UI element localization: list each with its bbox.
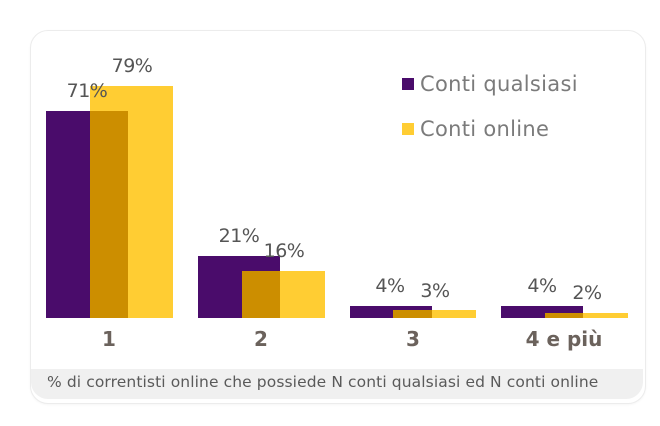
bar-conti-online-4 <box>545 313 628 318</box>
x-label-2: 2 <box>254 327 268 351</box>
x-label-3: 3 <box>406 327 420 351</box>
value-label-qualsiasi-3: 4% <box>375 275 405 297</box>
bar-overlap-1 <box>90 111 128 318</box>
x-label-4: 4 e più <box>525 327 603 351</box>
value-label-qualsiasi-2: 21% <box>218 225 260 247</box>
value-label-qualsiasi-4: 4% <box>527 275 557 297</box>
legend-item-conti-qualsiasi: Conti qualsiasi <box>402 72 578 96</box>
legend-item-conti-online: Conti online <box>402 117 549 141</box>
bar-overlap-3 <box>393 310 432 318</box>
legend-swatch-yellow-icon <box>402 123 414 135</box>
x-label-1: 1 <box>102 327 116 351</box>
legend-label: Conti qualsiasi <box>420 72 578 96</box>
bar-conti-online-3 <box>393 310 476 318</box>
value-label-qualsiasi-1: 71% <box>66 80 108 102</box>
value-label-online-2: 16% <box>263 240 305 262</box>
bar-overlap-4 <box>545 313 583 318</box>
bar-overlap-2 <box>242 271 280 318</box>
legend-swatch-purple-icon <box>402 78 414 90</box>
value-label-online-3: 3% <box>420 280 450 302</box>
caption-band: % di correntisti online che possiede N c… <box>31 369 643 399</box>
value-label-online-1: 79% <box>111 55 153 77</box>
caption-text: % di correntisti online che possiede N c… <box>47 373 599 391</box>
legend-label: Conti online <box>420 117 550 141</box>
value-label-online-4: 2% <box>572 282 602 304</box>
